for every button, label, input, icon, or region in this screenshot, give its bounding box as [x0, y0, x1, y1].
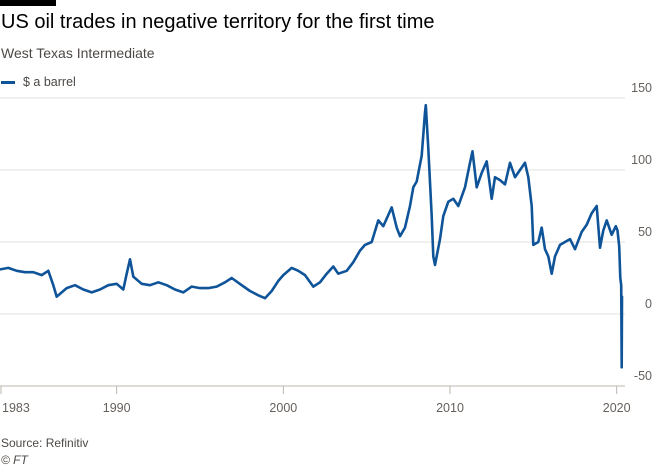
y-tick-label: -50	[634, 369, 652, 383]
y-tick-label: 50	[638, 225, 652, 239]
x-tick-label: 1983	[2, 401, 30, 415]
source-note: Source: Refinitiv	[1, 436, 89, 450]
legend-swatch	[1, 80, 15, 84]
legend: $ a barrel	[1, 74, 76, 90]
chart-subtitle: West Texas Intermediate	[1, 45, 155, 61]
series-line	[0, 103, 624, 369]
axis-layer	[0, 385, 625, 394]
brand-bar	[0, 0, 56, 6]
chart-title: US oil trades in negative territory for …	[1, 11, 435, 33]
y-tick-label: 0	[645, 297, 652, 311]
x-tick-label: 1990	[103, 401, 131, 415]
x-tick-label: 2000	[269, 401, 297, 415]
x-tick-label: 2020	[603, 401, 631, 415]
y-tick-labels: -50 0 50 100 150	[631, 81, 652, 383]
y-tick-label: 100	[631, 153, 652, 167]
series-layer	[0, 103, 624, 369]
x-tick-label: 2010	[436, 401, 464, 415]
y-tick-label: 150	[631, 81, 652, 95]
legend-label: $ a barrel	[23, 75, 76, 89]
x-tick-labels: 1983 1990 2000 2010 2020	[2, 401, 631, 415]
credit-note: © FT	[1, 453, 28, 467]
